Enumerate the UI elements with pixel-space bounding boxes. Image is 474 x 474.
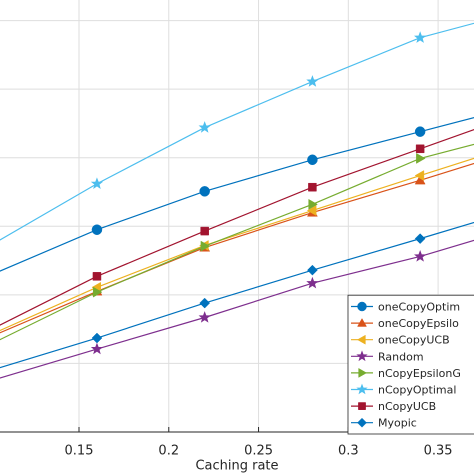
marker — [90, 177, 104, 189]
marker — [357, 417, 367, 428]
marker — [90, 342, 104, 355]
plot-area — [0, 22, 474, 379]
marker — [91, 224, 103, 235]
marker — [358, 367, 368, 378]
marker — [92, 286, 103, 298]
marker — [357, 318, 367, 327]
legend-label: Myopic — [378, 417, 417, 430]
x-tick-label: 0.3 — [338, 444, 359, 459]
x-axis-label: Caching rate — [195, 459, 278, 474]
legend-label: oneCopyEpsilo — [378, 317, 459, 330]
marker — [356, 334, 366, 345]
legend-label: oneCopyOptim — [378, 301, 460, 314]
marker — [199, 186, 210, 197]
legend-box — [347, 294, 474, 435]
marker — [357, 301, 367, 312]
marker — [308, 182, 317, 192]
marker — [416, 152, 426, 164]
marker — [306, 75, 319, 87]
legend-label: Random — [378, 350, 424, 363]
marker — [307, 264, 318, 276]
series-line — [0, 22, 474, 241]
marker — [415, 144, 425, 154]
marker — [199, 297, 211, 309]
axis: 0.15 0.2 0.25 0.3 0.35 — [65, 427, 453, 459]
series-line — [0, 128, 474, 326]
grid — [0, 0, 474, 432]
x-tick-label: 0.25 — [244, 444, 273, 459]
marker — [308, 198, 318, 210]
marker — [358, 402, 366, 410]
marker — [414, 233, 426, 244]
marker — [91, 332, 103, 344]
x-tick-label: 0.35 — [424, 444, 453, 459]
marker — [414, 170, 425, 181]
marker — [414, 250, 427, 262]
marker — [356, 383, 368, 395]
series-line — [0, 157, 474, 332]
x-tick-label: 0.2 — [158, 444, 179, 459]
series-line — [0, 239, 474, 379]
marker — [356, 350, 368, 362]
marker — [198, 311, 211, 323]
legend: oneCopyOptim oneCopyEpsilo oneCopyUCB Rando… — [347, 294, 474, 435]
series-line — [0, 162, 474, 334]
marker — [414, 126, 426, 137]
marker — [306, 205, 317, 216]
series-line — [0, 143, 474, 341]
marker — [307, 154, 318, 165]
marker — [414, 31, 427, 43]
marker — [200, 226, 209, 236]
legend-label: nCopyEpsilonG — [378, 367, 461, 380]
legend-label: nCopyOptimal — [378, 384, 456, 397]
legend-label: nCopyUCB — [378, 400, 436, 413]
marker — [92, 272, 102, 281]
series-line — [0, 221, 474, 369]
series-line — [0, 116, 474, 272]
legend-label: oneCopyUCB — [378, 334, 450, 347]
marker — [306, 276, 319, 289]
marker — [198, 121, 211, 133]
marker — [200, 240, 211, 252]
x-tick-label: 0.15 — [65, 444, 94, 459]
